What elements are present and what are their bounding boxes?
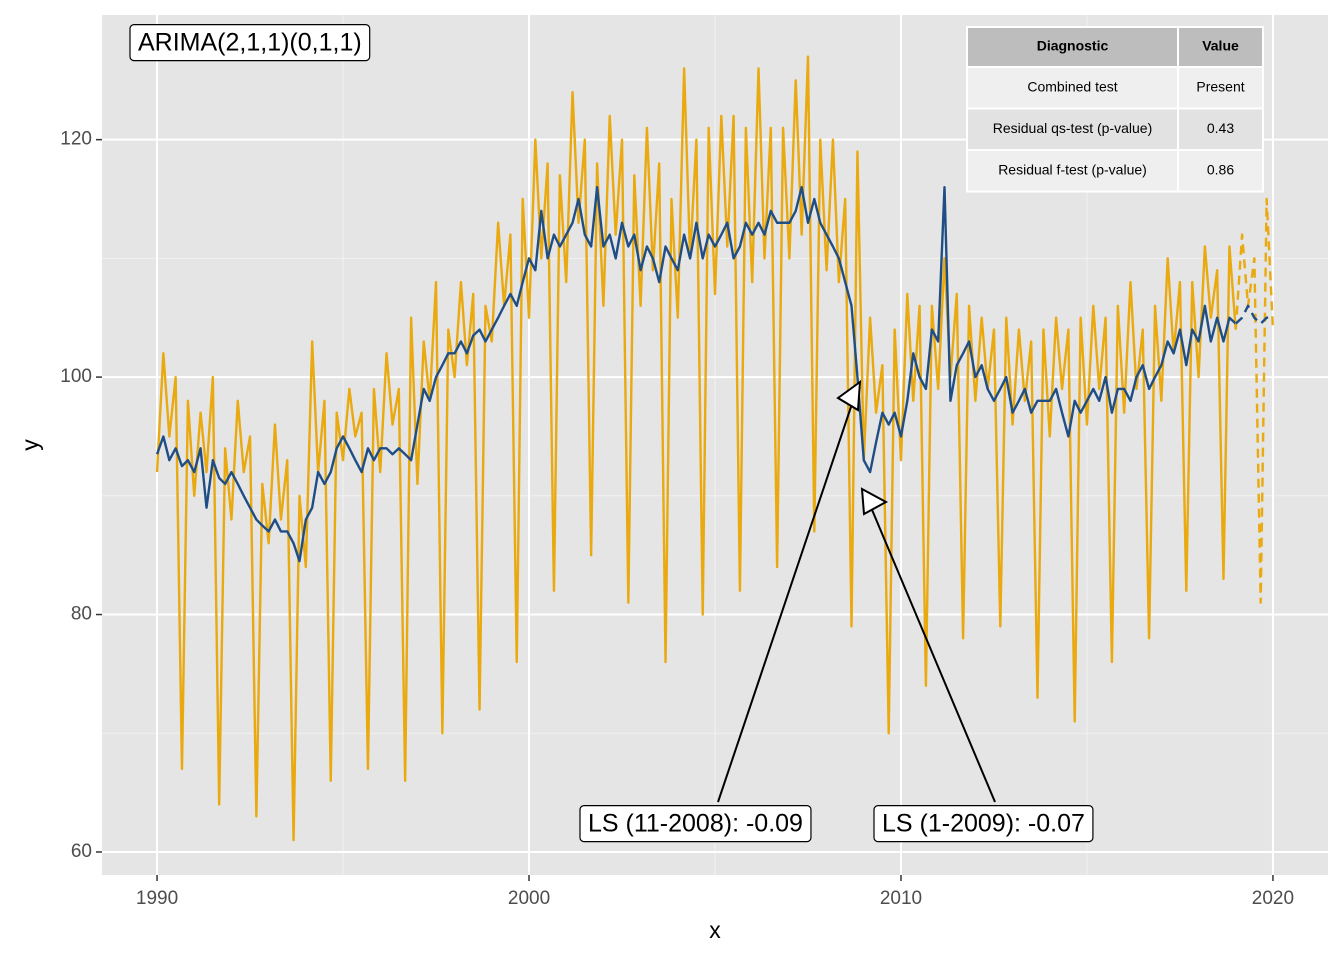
x-tick-label: 2000	[508, 888, 550, 909]
arrow-head	[860, 487, 889, 516]
axes: 1990 2000 2010 2020 60 80 100 120	[60, 129, 1294, 909]
table-header: Diagnostic	[1037, 38, 1109, 54]
x-tick-label: 2010	[880, 888, 922, 909]
y-tick-label: 60	[71, 841, 92, 862]
table-cell-bg	[966, 107, 1179, 151]
table-header-bg	[966, 26, 1179, 68]
diagnostic-table: Diagnostic Value Combined test Present Resid…	[966, 26, 1264, 193]
annotations: ARIMA(2,1,1)(0,1,1) LS (11-2008): -0.09 …	[129, 24, 1094, 843]
arrows	[717, 379, 996, 803]
series-line	[1234, 197, 1275, 604]
table-cell: Present	[1196, 78, 1244, 94]
y-axis-title: y	[17, 439, 43, 451]
arrow	[717, 394, 856, 803]
table-cell: Combined test	[1027, 78, 1117, 94]
series-line	[155, 55, 1237, 842]
table-cell: 0.43	[1207, 120, 1234, 136]
series-line	[1234, 304, 1273, 325]
table-cell-bg	[1177, 149, 1264, 193]
annotation: LS (11-2008): -0.09	[588, 810, 803, 838]
label-box	[579, 805, 812, 843]
annotation: LS (1-2009): -0.07	[882, 810, 1085, 838]
y-tick-label: 80	[71, 604, 92, 625]
table-cell: Residual qs-test (p-value)	[993, 120, 1153, 136]
model-label: ARIMA(2,1,1)(0,1,1)	[138, 29, 362, 57]
x-tick-label: 1990	[136, 888, 178, 909]
label-box	[873, 805, 1094, 843]
arrow	[869, 504, 996, 803]
label-box	[129, 24, 371, 62]
table-cell: Residual f-test (p-value)	[998, 161, 1147, 177]
table-header: Value	[1202, 38, 1239, 54]
lines	[155, 55, 1275, 842]
table-cell: 0.86	[1207, 161, 1234, 177]
x-axis-title: x	[709, 917, 721, 943]
table-header-bg	[1177, 26, 1264, 68]
x-tick-label: 2020	[1252, 888, 1294, 909]
y-tick-label: 100	[60, 366, 92, 387]
y-tick-label: 120	[60, 129, 92, 150]
arrow-head	[836, 379, 862, 412]
table-cell-bg	[966, 149, 1179, 193]
series-line	[155, 185, 1237, 563]
